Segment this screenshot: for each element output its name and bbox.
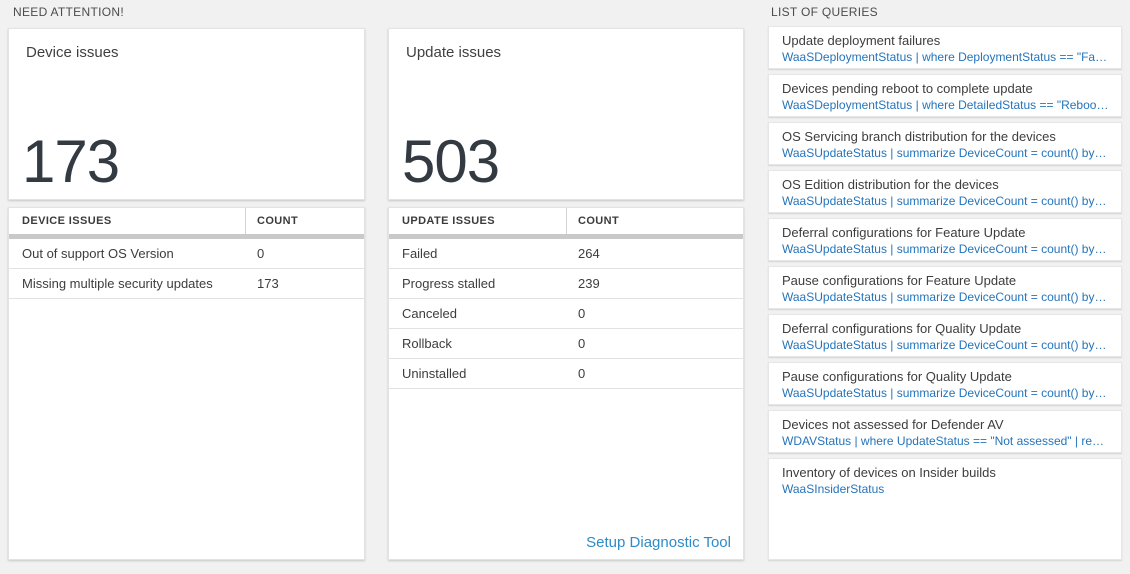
device-issues-table-card: DEVICE ISSUES COUNT Out of support OS Ve… (8, 207, 365, 560)
update-issues-count: 503 (402, 128, 500, 195)
update-issue-count: 264 (578, 246, 600, 261)
update-issue-count: 239 (578, 276, 600, 291)
query-text: WaaSDeploymentStatus | where DeploymentS… (782, 50, 1109, 64)
query-title: OS Servicing branch distribution for the… (782, 129, 1056, 144)
update-issue-label: Canceled (402, 306, 457, 321)
query-title: OS Edition distribution for the devices (782, 177, 999, 192)
table-row[interactable]: Missing multiple security updates 173 (9, 269, 364, 299)
table-row[interactable]: Failed 264 (389, 239, 743, 269)
query-tile-defender-av-not-assessed[interactable]: Devices not assessed for Defender AV WDA… (768, 410, 1122, 453)
update-issue-label: Uninstalled (402, 366, 467, 381)
device-issue-label: Missing multiple security updates (22, 276, 213, 291)
update-issues-title: Update issues (406, 44, 502, 61)
setup-diagnostic-tool-link[interactable]: Setup Diagnostic Tool (586, 534, 731, 551)
query-tile-pause-feature-update[interactable]: Pause configurations for Feature Update … (768, 266, 1122, 309)
update-table-header-issues: UPDATE ISSUES (402, 215, 496, 227)
device-issues-summary-tile[interactable]: Device issues 173 (8, 28, 365, 200)
query-text: WaaSUpdateStatus | summarize DeviceCount… (782, 338, 1109, 352)
table-row[interactable]: Rollback 0 (389, 329, 743, 359)
list-of-queries-section-title: LIST OF QUERIES (771, 5, 878, 19)
device-issue-count: 0 (257, 246, 265, 261)
device-issue-label: Out of support OS Version (22, 246, 174, 261)
query-title: Deferral configurations for Feature Upda… (782, 225, 1026, 240)
update-issue-count: 0 (578, 306, 586, 321)
query-list: Update deployment failures WaaSDeploymen… (768, 26, 1122, 560)
query-text: WaaSDeploymentStatus | where DetailedSta… (782, 98, 1109, 112)
query-tile-devices-pending-reboot[interactable]: Devices pending reboot to complete updat… (768, 74, 1122, 117)
query-title: Devices pending reboot to complete updat… (782, 81, 1033, 96)
query-text: WDAVStatus | where UpdateStatus == "Not … (782, 434, 1109, 448)
update-issue-count: 0 (578, 366, 586, 381)
device-issues-title: Device issues (26, 44, 119, 61)
query-text: WaaSUpdateStatus | summarize DeviceCount… (782, 290, 1109, 304)
device-issues-count: 173 (22, 128, 120, 195)
query-title: Pause configurations for Quality Update (782, 369, 1012, 384)
query-title: Update deployment failures (782, 33, 941, 48)
update-table-header-count: COUNT (566, 208, 743, 234)
query-title: Pause configurations for Feature Update (782, 273, 1017, 288)
device-issue-count: 173 (257, 276, 279, 291)
query-title: Devices not assessed for Defender AV (782, 417, 1004, 432)
update-issue-label: Failed (402, 246, 438, 261)
update-issue-label: Rollback (402, 336, 452, 351)
update-issue-count: 0 (578, 336, 586, 351)
device-table-header-count: COUNT (245, 208, 364, 234)
need-attention-section-title: NEED ATTENTION! (13, 5, 124, 19)
table-row[interactable]: Canceled 0 (389, 299, 743, 329)
update-issues-table-card: UPDATE ISSUES COUNT Failed 264 Progress … (388, 207, 744, 560)
query-tile-update-deployment-failures[interactable]: Update deployment failures WaaSDeploymen… (768, 26, 1122, 69)
device-table-header-issues: DEVICE ISSUES (22, 215, 112, 227)
query-text: WaaSUpdateStatus | summarize DeviceCount… (782, 242, 1109, 256)
query-text: WaaSUpdateStatus | summarize DeviceCount… (782, 386, 1109, 400)
device-table-header-divider (9, 234, 364, 239)
query-tile-pause-quality-update[interactable]: Pause configurations for Quality Update … (768, 362, 1122, 405)
update-table-header-divider (389, 234, 743, 239)
query-tile-os-servicing-branch[interactable]: OS Servicing branch distribution for the… (768, 122, 1122, 165)
query-text: WaaSUpdateStatus | summarize DeviceCount… (782, 194, 1109, 208)
update-issues-summary-tile[interactable]: Update issues 503 (388, 28, 744, 200)
query-title: Deferral configurations for Quality Upda… (782, 321, 1022, 336)
query-text: WaaSInsiderStatus (782, 482, 885, 496)
query-text: WaaSUpdateStatus | summarize DeviceCount… (782, 146, 1109, 160)
query-tile-insider-builds-inventory[interactable]: Inventory of devices on Insider builds W… (768, 458, 1122, 560)
table-row[interactable]: Progress stalled 239 (389, 269, 743, 299)
query-tile-deferral-quality-update[interactable]: Deferral configurations for Quality Upda… (768, 314, 1122, 357)
query-tile-deferral-feature-update[interactable]: Deferral configurations for Feature Upda… (768, 218, 1122, 261)
device-table-header-row: DEVICE ISSUES COUNT (9, 208, 364, 234)
table-row[interactable]: Uninstalled 0 (389, 359, 743, 389)
update-table-header-row: UPDATE ISSUES COUNT (389, 208, 743, 234)
query-title: Inventory of devices on Insider builds (782, 465, 996, 480)
update-issue-label: Progress stalled (402, 276, 496, 291)
table-row[interactable]: Out of support OS Version 0 (9, 239, 364, 269)
query-tile-os-edition-distribution[interactable]: OS Edition distribution for the devices … (768, 170, 1122, 213)
